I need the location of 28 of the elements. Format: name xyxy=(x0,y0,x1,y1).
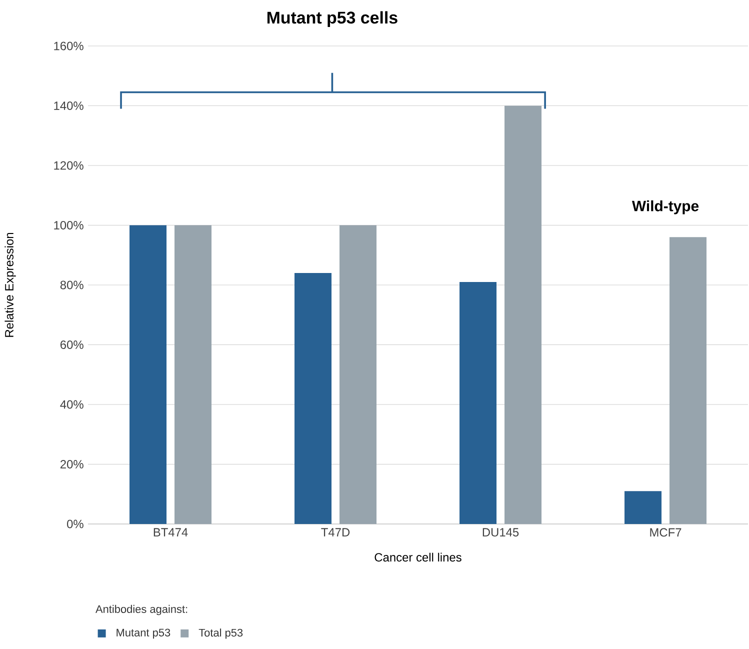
legend-label: Mutant p53 xyxy=(116,628,170,639)
bar xyxy=(294,273,332,524)
legend-title: Antibodies against: xyxy=(96,604,188,616)
y-tick-label: 120% xyxy=(54,161,84,170)
bar xyxy=(174,225,212,524)
bar xyxy=(460,282,497,524)
y-tick-label: 160% xyxy=(54,42,84,50)
y-tick-label: 0% xyxy=(67,520,84,528)
y-tick-label: 80% xyxy=(60,280,84,290)
x-tick-label: MCF7 xyxy=(650,528,682,537)
y-tick-label: 20% xyxy=(60,460,84,468)
text: Mutant p53 cells xyxy=(267,11,398,27)
x-tick-label: BT474 xyxy=(154,528,188,536)
x-tick-label: T47D xyxy=(321,528,350,536)
annotation: Wild-type xyxy=(632,200,699,214)
y-tick-label: 100% xyxy=(54,221,84,230)
y-tick-label: 40% xyxy=(60,400,84,409)
y-tick-label: 140% xyxy=(54,102,84,110)
bar xyxy=(130,225,167,524)
y-axis-title: Relative Expression xyxy=(4,232,16,337)
y-tick-label: 60% xyxy=(60,340,84,349)
bar xyxy=(340,225,377,524)
x-tick-label: DU145 xyxy=(482,528,519,537)
x-axis-title: Cancer cell lines xyxy=(374,552,462,562)
bar xyxy=(624,491,662,524)
bar xyxy=(504,106,542,524)
legend-label: Total p53 xyxy=(198,628,243,639)
bar xyxy=(670,237,707,524)
